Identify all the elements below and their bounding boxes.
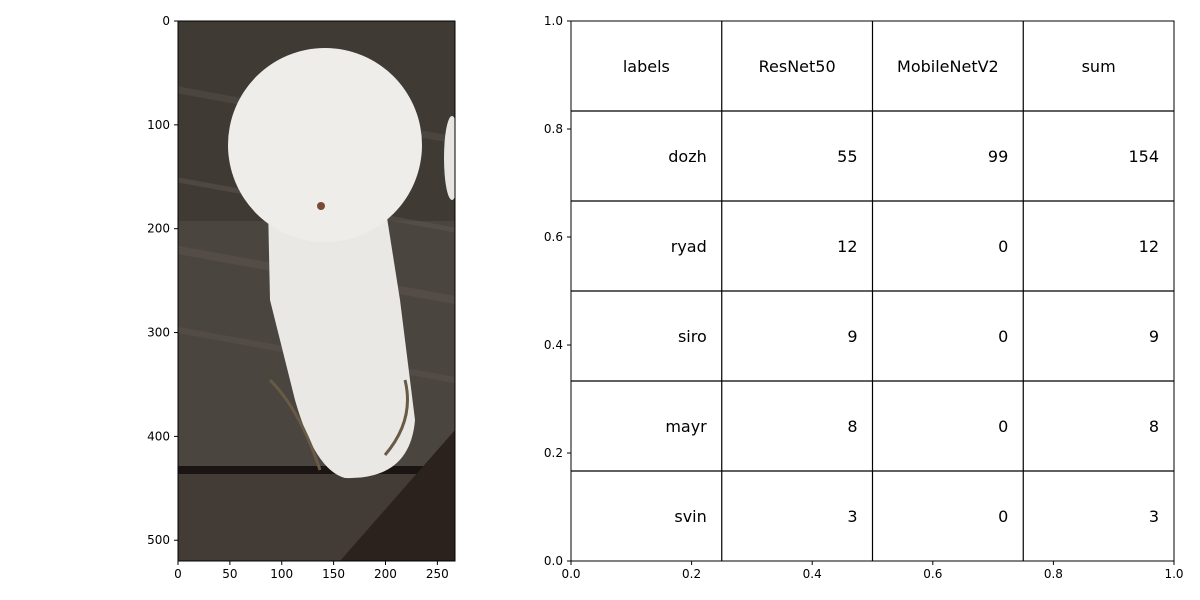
table-y-ticks: 0.0 0.2 0.4 0.6 0.8 1.0 (544, 14, 571, 568)
image-x-ticks: 0 50 100 150 200 250 (174, 561, 449, 581)
image-y-tick-label: 0 (162, 14, 170, 28)
image-y-tick-label: 400 (147, 429, 170, 443)
table-x-tick-label: 0.4 (803, 567, 822, 581)
table-header-cell: labels (623, 57, 670, 76)
table-x-tick-label: 0.6 (923, 567, 942, 581)
table-x-tick-label: 0.2 (682, 567, 701, 581)
table-cell: 0 (998, 327, 1008, 346)
image-panel: 0 50 100 150 200 250 0 100 200 300 400 500 (147, 14, 456, 581)
table-row-label: dozh (668, 147, 706, 166)
table-grid (571, 21, 1174, 561)
table-cell: 8 (1149, 417, 1159, 436)
table-row-label: mayr (665, 417, 707, 436)
table-cell: 12 (837, 237, 857, 256)
table-x-ticks: 0.0 0.2 0.4 0.6 0.8 1.0 (561, 561, 1184, 581)
table-cell: 9 (1149, 327, 1159, 346)
table-header-cell: ResNet50 (759, 57, 836, 76)
image-y-tick-label: 500 (147, 533, 170, 547)
image-x-tick-label: 150 (322, 567, 345, 581)
table-y-tick-label: 0.6 (544, 230, 563, 244)
table-x-tick-label: 0.0 (561, 567, 580, 581)
table-row-label: ryad (671, 237, 707, 256)
table-header-cell: sum (1082, 57, 1116, 76)
image-y-tick-label: 200 (147, 222, 170, 236)
table-cell: 0 (998, 237, 1008, 256)
table-cell: 9 (847, 327, 857, 346)
table-y-tick-label: 0.8 (544, 122, 563, 136)
table-y-tick-label: 0.2 (544, 446, 563, 460)
table-cell: 3 (1149, 507, 1159, 526)
table-cell: 154 (1128, 147, 1159, 166)
table-y-tick-label: 0.4 (544, 338, 563, 352)
table-cell: 55 (837, 147, 857, 166)
table-cell: 99 (988, 147, 1008, 166)
image-y-tick-label: 100 (147, 118, 170, 132)
table-cell: 8 (847, 417, 857, 436)
table-row-label: siro (678, 327, 707, 346)
image-y-tick-label: 300 (147, 326, 170, 340)
table-axes-frame (570, 20, 1175, 562)
image-x-tick-label: 100 (270, 567, 293, 581)
table-x-tick-label: 0.8 (1044, 567, 1063, 581)
table-header-cell: MobileNetV2 (897, 57, 999, 76)
table-y-tick-label: 0.0 (544, 554, 563, 568)
image-x-tick-label: 0 (174, 567, 182, 581)
mushroom-photo (178, 21, 455, 561)
image-x-tick-label: 50 (222, 567, 237, 581)
table-cell: 12 (1139, 237, 1159, 256)
table-cell: 3 (847, 507, 857, 526)
image-y-ticks: 0 100 200 300 400 500 (147, 14, 178, 547)
image-x-tick-label: 200 (374, 567, 397, 581)
table-y-tick-label: 1.0 (544, 14, 563, 28)
image-axes-frame (177, 20, 456, 562)
image-x-tick-label: 250 (426, 567, 449, 581)
table-x-tick-label: 1.0 (1164, 567, 1183, 581)
table-cell: 0 (998, 507, 1008, 526)
table-cell: 0 (998, 417, 1008, 436)
table-row-label: svin (674, 507, 706, 526)
